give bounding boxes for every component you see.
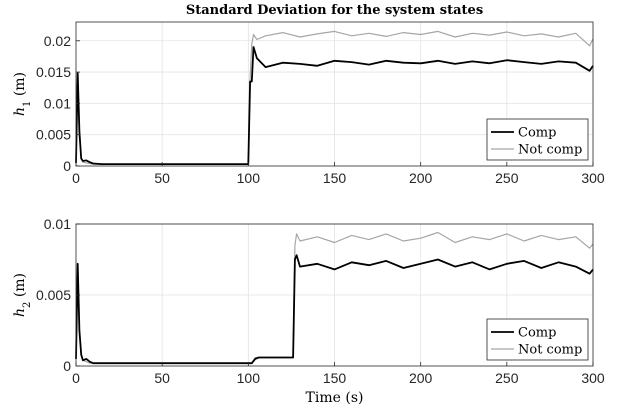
y-tick-label: 0 [63, 158, 71, 174]
y-tick-label: 0.005 [36, 127, 71, 143]
x-tick-label: 50 [154, 370, 170, 386]
y-tick-label: 0.01 [44, 216, 71, 232]
x-axis-label: Time (s) [306, 390, 364, 406]
legend-label: Not comp [518, 143, 582, 158]
x-tick-label: 100 [237, 170, 261, 186]
legend: Comp Not comp [486, 118, 589, 161]
series-line-comp [75, 254, 594, 365]
chart-panel-1: 0 50 100 150 200 250 300 0 0.005 0.01 0.015 0.02 Sta… [12, 3, 605, 186]
x-tick-label: 300 [581, 170, 605, 186]
x-tick-label: 150 [323, 170, 347, 186]
x-tick-label: 50 [154, 170, 170, 186]
x-tick-label: 250 [495, 170, 519, 186]
y-tick-label: 0 [63, 358, 71, 374]
y-tick-label: 0.015 [36, 64, 71, 80]
x-tick-label: 150 [323, 370, 347, 386]
legend: Comp Not comp [486, 318, 589, 361]
x-tick-label: 0 [72, 170, 80, 186]
chart-panel-2: 0 50 100 150 200 250 300 0 0.005 0.01 Time (s) h2 (… [12, 216, 605, 406]
series-line-comp [75, 46, 594, 166]
legend-label: Not comp [518, 343, 582, 358]
y-tick-label: 0.01 [44, 95, 71, 111]
x-tick-label: 300 [581, 370, 605, 386]
x-tick-label: 250 [495, 370, 519, 386]
y-axis-label: h1 (m) [12, 72, 33, 116]
legend-label: Comp [518, 326, 556, 341]
series-line-not-comp [75, 30, 594, 165]
y-tick-label: 0.02 [44, 33, 71, 49]
x-tick-label: 100 [237, 370, 261, 386]
legend-box [486, 118, 589, 161]
x-tick-label: 0 [72, 370, 80, 386]
y-tick-label: 0.005 [36, 287, 71, 303]
legend-box [486, 318, 589, 361]
x-tick-label: 200 [409, 370, 433, 386]
y-axis-label: h2 (m) [12, 273, 33, 317]
legend-label: Comp [518, 126, 556, 141]
x-tick-label: 200 [409, 170, 433, 186]
chart-title: Standard Deviation for the system states [186, 3, 483, 18]
